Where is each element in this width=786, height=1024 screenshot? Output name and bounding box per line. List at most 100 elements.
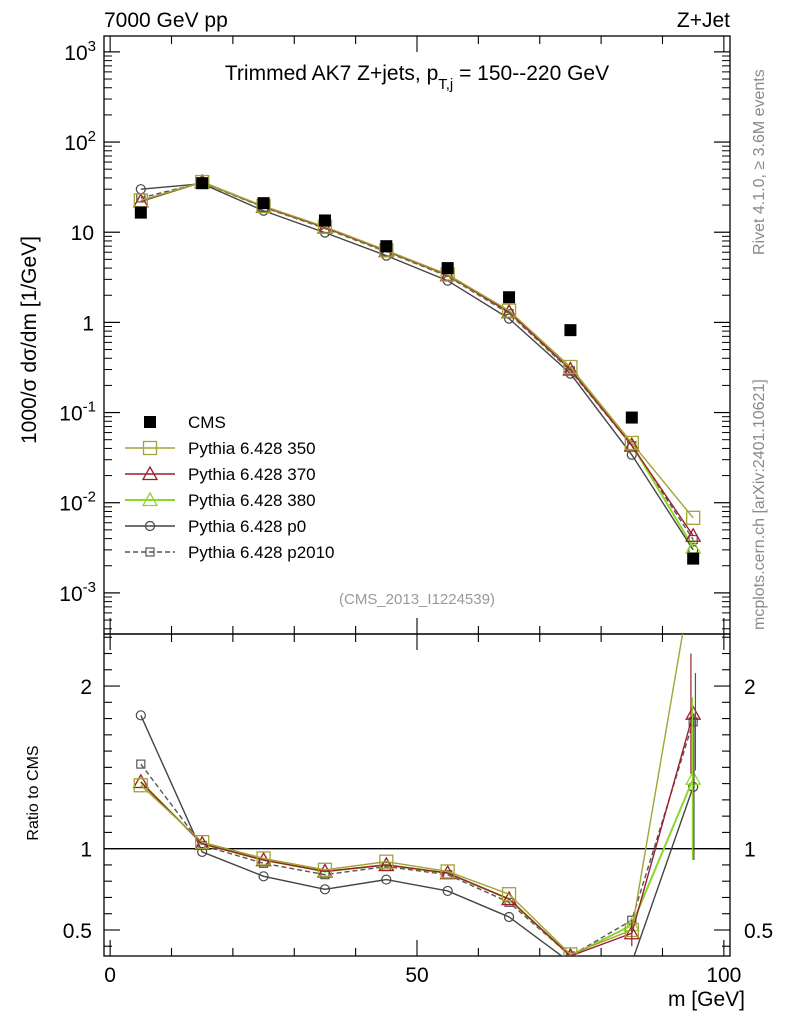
ratio-series-p370 — [132, 705, 702, 956]
main-point-cms — [687, 552, 700, 565]
main-series-p2010 — [136, 178, 698, 545]
legend-label-p380: Pythia 6.428 380 — [188, 491, 316, 510]
mcplots-label: mcplots.cern.ch [arXiv:2401.10621] — [751, 379, 768, 630]
main-y-tick-label: 10 — [71, 222, 94, 245]
ratio-series-group — [132, 634, 702, 956]
main-line-p350 — [140, 181, 694, 519]
ratio-point-p0 — [319, 884, 331, 895]
ratio-y-tick-label-right: 2 — [744, 676, 756, 699]
ratio-point-p370 — [685, 705, 702, 720]
main-point-cms — [196, 177, 209, 190]
ratio-point-p350 — [563, 947, 578, 956]
ratio-point-p380 — [685, 770, 702, 785]
x-tick-label: 100 — [706, 964, 741, 987]
main-point-p350 — [624, 435, 639, 451]
ratio-series-p350 — [133, 634, 684, 956]
main-series-p370 — [132, 173, 702, 542]
analysis-id: (CMS_2013_I1224539) — [339, 591, 495, 608]
ratio-point-p0 — [258, 871, 269, 882]
ratio-point-p0 — [381, 874, 392, 885]
x-axis-label: m [GeV] — [668, 988, 745, 1011]
legend: CMS Pythia 6.428 350 Pythia 6.428 370 Pythi… — [125, 413, 335, 562]
main-y-tick-label: 10-2 — [59, 489, 96, 516]
ratio-point-p370 — [565, 947, 576, 956]
chart-title-main: Trimmed AK7 Z+jets, p — [225, 62, 438, 85]
legend-label-p350: Pythia 6.428 350 — [188, 439, 316, 458]
ratio-y-label: Ratio to CMS — [25, 745, 42, 840]
main-y-label: 1000/σ dσ/dm [1/GeV] — [18, 236, 41, 444]
legend-label-p370: Pythia 6.428 370 — [188, 465, 316, 484]
process-label: Z+Jet — [677, 9, 730, 32]
main-point-p370 — [562, 361, 579, 376]
legend-label-p2010: Pythia 6.428 p2010 — [188, 543, 335, 562]
ratio-point-p0 — [688, 781, 699, 792]
ratio-point-p350 — [501, 887, 517, 902]
main-point-cms — [318, 214, 331, 227]
main-point-cms — [503, 291, 516, 304]
x-tick-label: 50 — [405, 964, 428, 987]
ratio-series-p2010 — [136, 717, 698, 956]
ratio-y-tick-label: 1 — [80, 839, 92, 862]
legend-marker-p380 — [141, 491, 159, 507]
ratio-point-p2010 — [136, 759, 146, 769]
legend-item-p350: Pythia 6.428 350 — [125, 439, 316, 458]
main-point-cms — [441, 262, 454, 275]
ratio-point-p370 — [132, 773, 149, 789]
legend-marker-p0 — [144, 520, 156, 532]
legend-item-p370: Pythia 6.428 370 — [125, 465, 316, 484]
legend-item-p0: Pythia 6.428 p0 — [125, 517, 306, 536]
ratio-line-p2010 — [140, 721, 694, 956]
main-point-cms — [380, 240, 393, 253]
collision-label: 7000 GeV pp — [104, 9, 228, 32]
legend-marker-cms — [144, 416, 156, 428]
main-y-tick-label: 10-3 — [59, 579, 96, 606]
ratio-point-p350 — [317, 862, 333, 877]
ratio-point-p350 — [133, 778, 148, 793]
ratio-point-p0 — [135, 710, 146, 721]
legend-item-cms: CMS — [144, 413, 226, 432]
legend-marker-p350 — [142, 440, 158, 456]
main-point-p370 — [685, 527, 702, 542]
main-line-p2010 — [140, 181, 694, 540]
x-tick-label: 0 — [104, 964, 116, 987]
legend-item-p2010: Pythia 6.428 p2010 — [125, 543, 335, 562]
ratio-axis-ticks: 0 50 1000.5 0.51 12 2 — [63, 634, 773, 987]
main-point-cms — [134, 206, 147, 219]
ratio-line-p380 — [140, 778, 695, 956]
main-series-group — [132, 173, 702, 565]
main-y-tick-label: 103 — [64, 38, 96, 65]
ratio-point-p0 — [197, 846, 208, 858]
legend-item-p380: Pythia 6.428 380 — [125, 491, 316, 510]
ratio-line-p0 — [140, 715, 694, 956]
main-y-tick-label: 1 — [82, 312, 94, 335]
main-point-cms — [564, 324, 577, 337]
ratio-line-p350 — [140, 634, 684, 956]
main-y-tick-label: 10-1 — [59, 399, 96, 426]
ratio-point-p2010 — [688, 717, 698, 727]
chart-title-sub: T,j — [438, 76, 453, 93]
legend-marker-p370 — [141, 465, 159, 481]
main-y-tick-label: 102 — [64, 128, 96, 155]
ratio-y-tick-label-right: 0.5 — [744, 920, 773, 943]
main-point-p350 — [563, 359, 578, 375]
ratio-point-p350 — [256, 851, 271, 866]
legend-label-cms: CMS — [188, 413, 226, 432]
ratio-point-p0 — [503, 911, 515, 923]
ratio-y-tick-label: 2 — [80, 676, 92, 699]
main-point-p350 — [501, 303, 517, 318]
ratio-point-p2010 — [565, 951, 576, 956]
chart-title: Trimmed AK7 Z+jets, pT,j = 150--220 GeV — [225, 62, 609, 93]
ratio-point-p350 — [195, 835, 210, 850]
ratio-series-p0 — [135, 710, 699, 956]
main-point-cms — [625, 411, 638, 424]
rivet-version-label: Rivet 4.1.0, ≥ 3.6M events — [751, 69, 768, 255]
ratio-point-p0 — [442, 885, 453, 897]
legend-marker-p2010 — [145, 547, 155, 557]
ratio-y-tick-label-right: 1 — [744, 839, 756, 862]
ratio-point-p350 — [379, 854, 394, 869]
main-axis-ticks: 10-3 10-2 10-1 1 10 102 103 — [59, 36, 730, 634]
main-line-p0 — [140, 183, 694, 551]
ratio-y-tick-label: 0.5 — [63, 920, 92, 943]
ratio-point-p370 — [378, 856, 395, 872]
